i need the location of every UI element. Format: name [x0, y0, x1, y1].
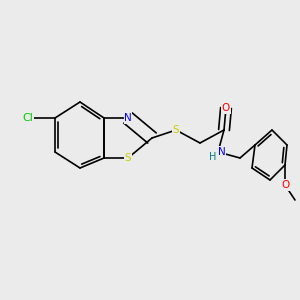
Text: Cl: Cl — [22, 113, 33, 123]
Text: S: S — [125, 153, 131, 163]
Text: N: N — [218, 147, 226, 157]
Text: O: O — [222, 103, 230, 113]
Text: H: H — [209, 152, 216, 162]
Text: N: N — [124, 113, 132, 123]
Text: O: O — [281, 180, 289, 190]
Text: S: S — [173, 125, 179, 135]
